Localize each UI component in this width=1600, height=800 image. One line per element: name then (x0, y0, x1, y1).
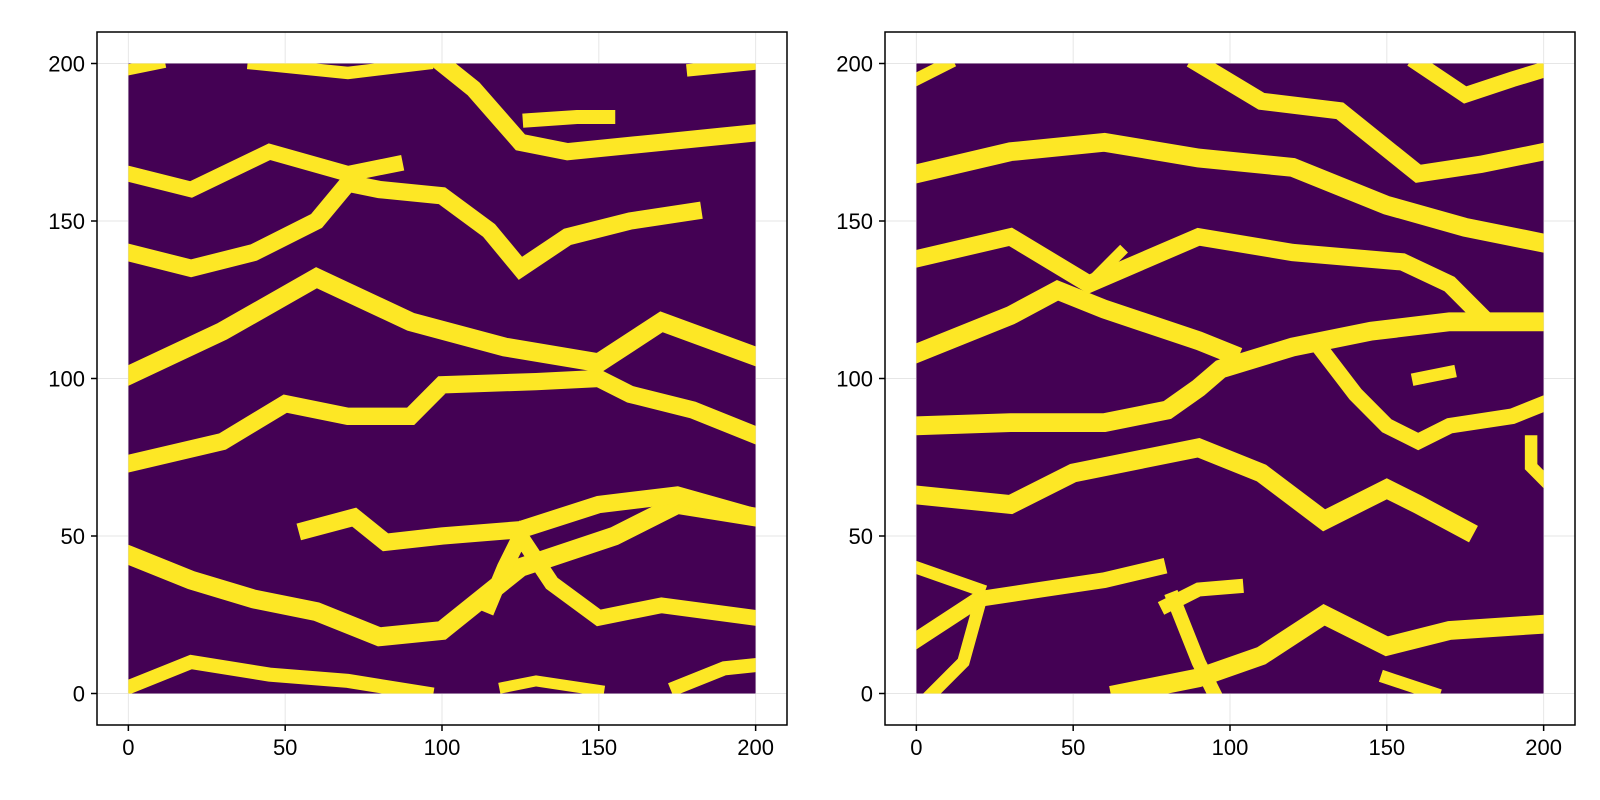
stripe-2 (668, 658, 756, 694)
x-tick-label: 200 (1525, 735, 1562, 760)
x-tick-label: 200 (737, 735, 774, 760)
x-tick-label: 100 (424, 735, 461, 760)
stripe-7 (128, 267, 756, 386)
heatmap-cells (916, 63, 1544, 694)
stripe-5 (1109, 603, 1544, 694)
heatmap-panel-right: 0 50 100 150 200 0 50 100 150 200 (836, 31, 1576, 760)
stripe-1 (498, 675, 606, 694)
y-tick-label: 200 (48, 52, 85, 77)
stripe-10 (1313, 342, 1544, 451)
stripe-3 (128, 494, 756, 647)
y-tick-label: 50 (849, 524, 873, 549)
stripe-0 (916, 558, 1168, 650)
y-tick-label: 100 (836, 367, 873, 392)
stripe-15 (1081, 244, 1128, 292)
y-tick-label: 0 (73, 682, 85, 707)
stripe-16 (1186, 63, 1544, 183)
stripe-6 (128, 369, 756, 473)
stripe-14 (686, 63, 756, 77)
stripe-13 (916, 227, 1494, 328)
stripe-17 (1407, 63, 1544, 104)
stripe-2 (923, 597, 987, 694)
stripe-9 (916, 279, 1243, 366)
heatmap-cells (128, 63, 756, 694)
x-tick-label: 100 (1212, 735, 1249, 760)
stripe-6 (1378, 669, 1442, 694)
y-tick-label: 50 (61, 524, 85, 549)
x-tick-label: 0 (122, 735, 134, 760)
x-tick-label: 50 (273, 735, 297, 760)
stripe-12 (1410, 364, 1457, 386)
stripe-7 (916, 438, 1478, 543)
stripe-11 (429, 63, 756, 161)
stripe-4 (296, 486, 756, 552)
stripe-9 (128, 143, 405, 198)
heatmap-panel-left: 0 50 100 150 200 0 50 100 150 200 (48, 31, 788, 760)
y-tick-label: 0 (861, 682, 873, 707)
stripe-10 (246, 63, 434, 80)
x-tick-label: 0 (910, 735, 922, 760)
stripe-12 (522, 109, 616, 128)
stripe-5 (478, 520, 756, 627)
x-tick-label: 50 (1061, 735, 1085, 760)
stripe-11 (1524, 435, 1544, 489)
y-tick-label: 200 (836, 52, 873, 77)
y-tick-label: 150 (48, 209, 85, 234)
stripe-8 (128, 173, 703, 280)
stripe-1 (916, 560, 988, 598)
y-tick-label: 150 (836, 209, 873, 234)
stripe-8 (916, 312, 1544, 436)
stripe-18 (916, 63, 957, 87)
x-tick-label: 150 (580, 735, 617, 760)
stripe-14 (916, 132, 1544, 253)
x-tick-label: 150 (1368, 735, 1405, 760)
stripe-0 (128, 654, 435, 694)
y-tick-label: 100 (48, 367, 85, 392)
stripe-13 (128, 63, 167, 76)
